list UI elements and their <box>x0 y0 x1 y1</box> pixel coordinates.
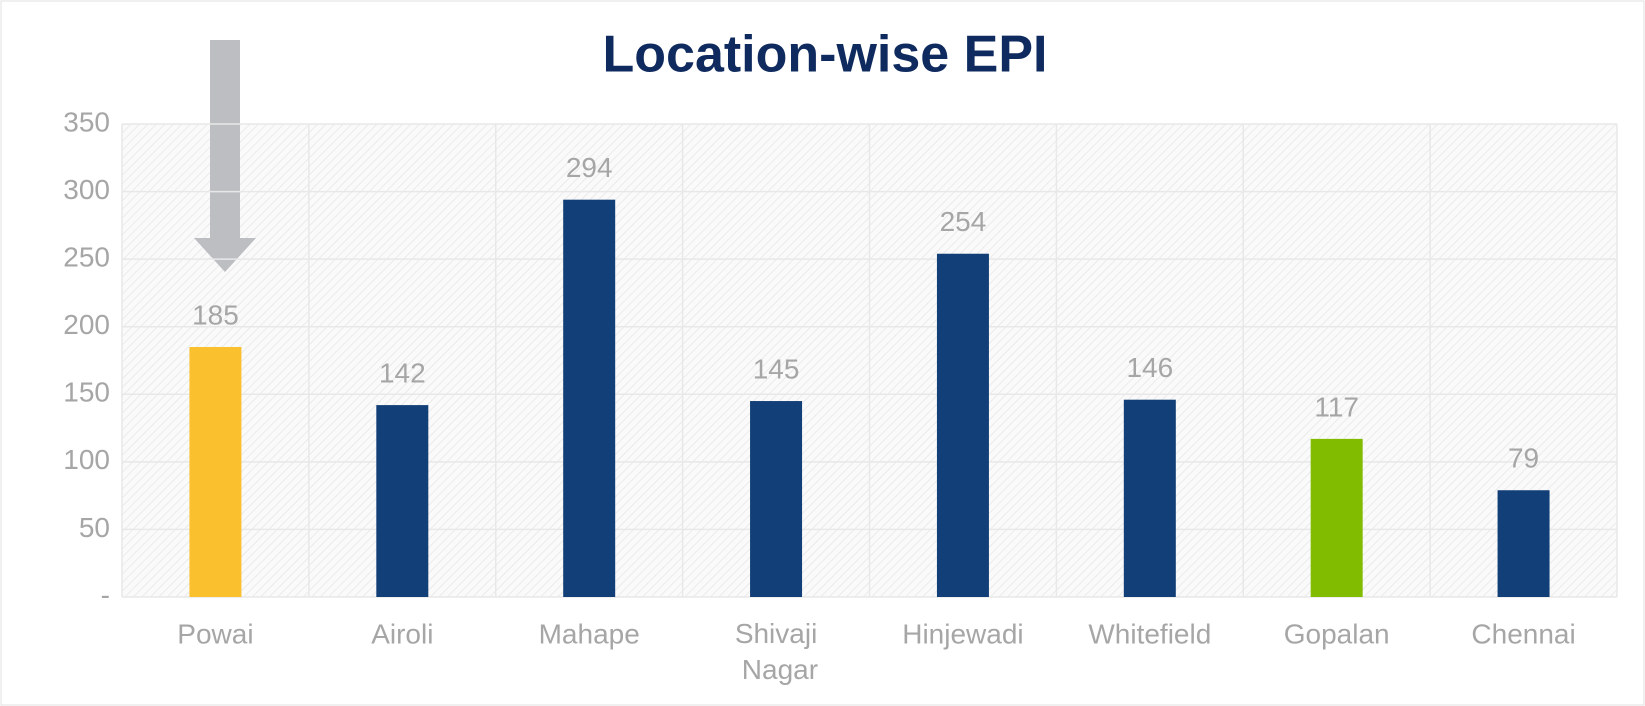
bar <box>1123 399 1176 597</box>
y-tick-label: 150 <box>63 377 110 408</box>
bar <box>750 401 803 597</box>
arrow <box>194 40 256 272</box>
data-label: 254 <box>940 206 987 237</box>
x-tick-label: Mahape <box>539 618 640 649</box>
y-tick-label: 100 <box>63 444 110 475</box>
y-tick-label: - <box>101 579 110 610</box>
y-tick-label: 300 <box>63 174 110 205</box>
y-tick-label: 250 <box>63 242 110 273</box>
data-label: 117 <box>1314 391 1359 422</box>
bar <box>189 346 242 597</box>
bar <box>936 253 989 598</box>
bar <box>563 199 616 597</box>
data-label: 185 <box>192 299 239 330</box>
data-label: 79 <box>1508 443 1539 474</box>
x-tick-label: Shivaji Nagar <box>734 618 818 685</box>
x-tick-label: Chennai <box>1471 618 1575 649</box>
data-label: 146 <box>1126 352 1173 383</box>
y-tick-label: 50 <box>79 512 110 543</box>
x-tick-label: Hinjewadi <box>902 618 1023 649</box>
y-tick-label: 200 <box>63 309 110 340</box>
bar <box>376 405 429 597</box>
chart-title: Location-wise EPI <box>603 26 1048 84</box>
x-tick-label: Powai <box>177 618 253 649</box>
x-tick-label: Gopalan <box>1284 618 1390 649</box>
data-label: 142 <box>379 357 426 388</box>
bar <box>1497 490 1550 597</box>
bar <box>1310 438 1363 597</box>
x-tick-label: Whitefield <box>1088 618 1211 649</box>
x-tick-label: Airoli <box>371 618 433 649</box>
data-label: 294 <box>566 152 613 183</box>
data-label: 145 <box>753 353 800 384</box>
y-tick-label: 350 <box>63 106 110 137</box>
